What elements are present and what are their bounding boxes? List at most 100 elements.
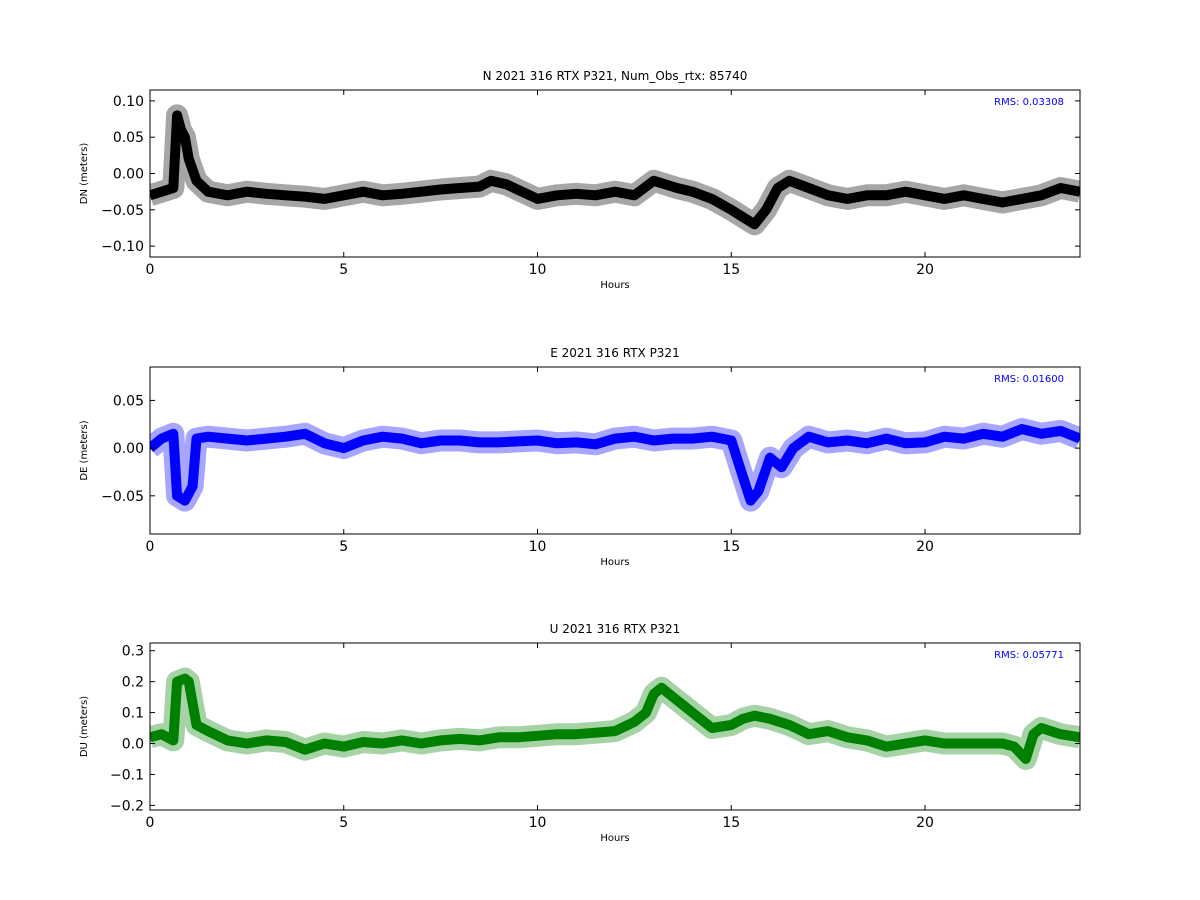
data-point [768, 456, 772, 460]
data-point [183, 135, 187, 139]
data-point [981, 741, 985, 746]
series-line-1-0 [150, 424, 1080, 506]
data-point [884, 437, 888, 441]
data-point [787, 723, 792, 727]
data-point [780, 465, 784, 469]
data-point [768, 717, 772, 721]
data-point [652, 438, 656, 443]
y-tick-label: 0.00 [113, 441, 144, 457]
data-point [923, 738, 927, 743]
data-point [683, 704, 687, 709]
data-point [652, 179, 656, 183]
x-tick-label: 5 [339, 262, 348, 278]
data-point [175, 680, 179, 684]
subplot-2: 0 5 10 15 20 −0.2 −0.1 0.0 0.1 0.2 0.3 U 2021 316 R… [79, 622, 1081, 844]
data-point [962, 437, 966, 441]
data-point [303, 432, 307, 436]
data-point [1020, 427, 1024, 431]
data-point [1000, 435, 1005, 439]
data-point [923, 193, 927, 197]
data-point [594, 193, 598, 197]
y-tick-label: 0.0 [122, 737, 144, 753]
data-point [225, 193, 230, 197]
data-point [594, 731, 598, 735]
x-axis-label: Hours [600, 833, 629, 844]
data-point [400, 437, 404, 441]
data-point [535, 734, 540, 738]
data-point [284, 740, 288, 744]
data-point [807, 732, 811, 736]
data-point [574, 732, 578, 736]
data-point [764, 208, 768, 212]
data-point [380, 193, 385, 197]
data-point [555, 732, 559, 736]
data-point [884, 193, 888, 197]
data-point [535, 438, 540, 443]
x-tick-label: 0 [146, 815, 155, 831]
data-point [439, 738, 443, 743]
data-point [904, 441, 908, 445]
data-point [489, 179, 493, 183]
x-tick-label: 0 [146, 539, 155, 555]
data-point [194, 723, 199, 727]
y-tick-label: −0.2 [110, 798, 144, 814]
data-point [741, 717, 745, 721]
y-tick-label: −0.05 [101, 203, 144, 219]
data-point [206, 729, 210, 733]
data-point [284, 435, 288, 439]
data-point [497, 440, 501, 444]
data-point [690, 437, 695, 441]
data-point [187, 157, 191, 161]
data-point [826, 729, 830, 733]
data-point [659, 686, 664, 690]
data-point [477, 738, 481, 743]
chart-title: N 2021 316 RTX P321, Num_Obs_rtx: 85740 [483, 69, 748, 83]
data-point [555, 441, 559, 445]
data-point [245, 741, 249, 746]
data-point [458, 186, 462, 190]
data-point [710, 726, 714, 730]
data-point [1059, 732, 1063, 736]
x-tick-label: 10 [529, 262, 547, 278]
data-point [865, 738, 869, 743]
data-point [439, 438, 443, 443]
data-point [632, 435, 637, 439]
data-point [613, 190, 617, 194]
data-point [1024, 757, 1028, 761]
y-tick-label: 0.1 [122, 706, 144, 722]
data-point [361, 190, 365, 194]
series-band-0-0 [150, 104, 1080, 236]
data-point [845, 438, 850, 443]
data-point [1012, 745, 1016, 749]
data-point [183, 677, 187, 681]
chart-title: E 2021 316 RTX P321 [550, 346, 679, 360]
data-point [342, 446, 346, 450]
x-tick-label: 5 [339, 815, 348, 831]
x-tick-label: 10 [529, 539, 547, 555]
data-point [504, 182, 509, 186]
data-point [690, 711, 695, 715]
data-point [807, 435, 811, 439]
data-point [516, 439, 520, 443]
data-point [322, 441, 326, 445]
data-point [322, 197, 326, 201]
data-point [663, 182, 668, 186]
data-point [303, 748, 307, 752]
data-point [477, 185, 481, 189]
data-point [923, 440, 927, 444]
data-point [865, 193, 869, 197]
data-point [419, 741, 423, 746]
x-tick-label: 20 [916, 815, 934, 831]
data-point [400, 192, 404, 196]
data-point [594, 442, 598, 446]
data-point [245, 438, 249, 443]
y-tick-label: 0.2 [122, 675, 144, 691]
data-point [845, 735, 850, 739]
data-point [439, 187, 443, 192]
data-point [1000, 200, 1005, 205]
y-axis-label: DN (meters) [79, 143, 90, 205]
data-point [160, 437, 164, 441]
data-point [710, 197, 714, 201]
data-point [187, 680, 191, 684]
y-tick-label: −0.10 [101, 239, 144, 255]
